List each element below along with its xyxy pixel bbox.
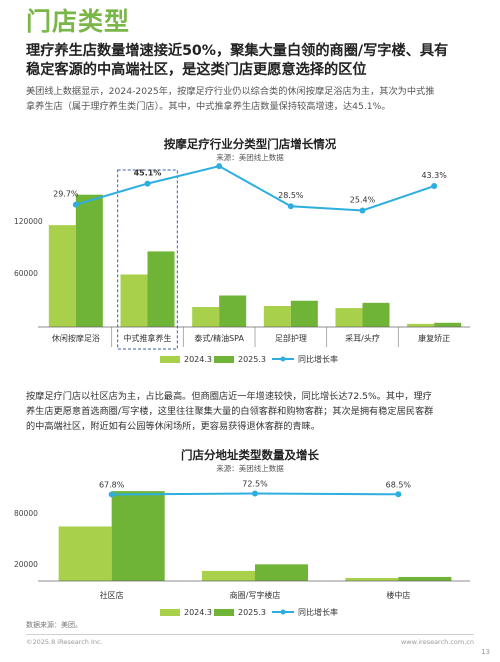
growth-point: [108, 491, 115, 498]
bar-2025.3: [434, 322, 462, 327]
legend-swatch-2024: [160, 609, 180, 616]
page-number: 13: [481, 648, 490, 656]
highlight-box: [117, 169, 178, 350]
paragraph-1-line-2: 拿养生店（属于理疗养生类门店）。其中，中式推拿养生店数量保持较高增速，达45.1…: [26, 101, 391, 112]
category-label: 康复矫正: [418, 333, 450, 343]
bar-2024.3: [192, 307, 220, 327]
y-tick-label: 80000: [14, 509, 38, 518]
legend-swatch-2025: [214, 356, 234, 363]
bar-2024.3: [335, 308, 363, 327]
paragraph-1-line-1: 美团线上数据显示，2024-2025年，按摩足疗行业仍以综合类的休闲按摩足浴店为…: [26, 86, 435, 97]
headline-line-1: 理疗养生店数量增速接近50%，聚集大量白领的商圈/写字楼、具有: [26, 43, 449, 59]
y-tick-label: 20000: [14, 560, 38, 569]
category-label: 休闲按摩足浴: [52, 333, 100, 343]
growth-label: 45.1%: [134, 169, 162, 178]
bar-2025.3: [290, 300, 318, 327]
paragraph-1: 美团线上数据显示，2024-2025年，按摩足疗行业仍以综合类的休闲按摩足浴店为…: [26, 84, 476, 114]
category-label: 泰式/精油SPA: [194, 333, 244, 343]
legend-line-marker: [280, 609, 286, 615]
growth-line: [75, 165, 435, 212]
paragraph-2-line-1: 按摩足疗门店以社区店为主，占比最高。但商圈店近一年增速较快，同比增长达72.5%…: [26, 391, 432, 402]
bar-2025.3: [219, 295, 247, 327]
bar-2024.3: [58, 526, 112, 581]
footer-divider: [26, 634, 474, 635]
growth-point: [431, 183, 438, 190]
growth-label: 68.5%: [386, 480, 412, 489]
chart1-title: 按摩足疗行业分类型门店增长情况: [163, 137, 337, 151]
growth-point: [359, 207, 366, 214]
bar-2025.3: [255, 564, 308, 581]
growth-label: 72.5%: [242, 480, 268, 489]
growth-point: [144, 180, 151, 187]
legend-label-2024: 2024.3: [184, 355, 212, 364]
bar-2025.3: [111, 491, 165, 581]
paragraph-2: 按摩足疗门店以社区店为主，占比最高。但商圈店近一年增速较快，同比增长达72.5%…: [26, 389, 476, 434]
growth-point: [395, 491, 402, 498]
chart2-title: 门店分地址类型数量及增长: [181, 448, 319, 462]
legend-swatch-2025: [214, 609, 234, 616]
legend-swatch-2024: [160, 356, 180, 363]
bar-2024.3: [48, 225, 76, 327]
y-tick-label: 120000: [14, 217, 43, 226]
top-decoration: [330, 0, 410, 4]
growth-point: [72, 201, 79, 208]
paragraph-2-line-3: 的中高端社区，附近如有公园等休闲场所，更容易获得退休客群的青睐。: [26, 421, 320, 432]
bar-2024.3: [120, 274, 148, 327]
data-source-note: 数据来源：美团。: [26, 621, 82, 629]
category-label: 中式推拿养生: [124, 333, 172, 343]
chart2-svg: 80000 20000 社区店 商圈/写字楼店 楼中店 67.8% 72.5% 68.5% 20…: [14, 480, 470, 617]
bar-2025.3: [75, 194, 103, 327]
y-tick-label: 60000: [14, 269, 38, 278]
growth-point: [216, 163, 223, 170]
footer-copyright: ©2025.8 iResearch Inc.: [26, 638, 103, 646]
paragraph-2-line-2: 养生店更愿意首选商圈/写字楼，这里往往聚集大量的白领客群和购物客群；其次是拥有稳…: [26, 406, 434, 417]
bar-2025.3: [398, 576, 452, 581]
bar-2024.3: [345, 577, 399, 581]
growth-point: [287, 203, 294, 210]
category-label: 商圈/写字楼店: [230, 590, 281, 600]
growth-label: 67.8%: [99, 480, 125, 489]
growth-label: 25.4%: [350, 195, 376, 204]
growth-label: 43.3%: [421, 171, 447, 180]
category-label: 楼中店: [386, 590, 410, 600]
chart1-svg: 120000 60000 休闲按摩足浴 中式推拿养生 泰式/精油SPA 足部护理 采耳/头疗…: [14, 160, 470, 364]
headline-line-2: 稳定客源的中高端社区，是这类门店更愿意选择的区位: [26, 62, 367, 78]
legend-line-marker: [280, 356, 286, 362]
bar-2024.3: [202, 570, 255, 581]
legend-label-growth: 同比增长率: [298, 607, 338, 617]
legend-label-2025: 2025.3: [238, 355, 266, 364]
legend-label-2025: 2025.3: [238, 608, 266, 617]
bar-2024.3: [263, 306, 291, 327]
category-label: 足部护理: [275, 333, 307, 343]
growth-label: 28.5%: [278, 191, 304, 200]
category-label: 采耳/头疗: [345, 333, 380, 343]
chart1-source: 来源：美团线上数据: [216, 153, 284, 162]
growth-label: 29.7%: [53, 190, 79, 199]
chart2-source: 来源：美团线上数据: [216, 464, 284, 473]
legend-label-2024: 2024.3: [184, 608, 212, 617]
footer-website: www.iresearch.com.cn: [400, 638, 474, 646]
legend-label-growth: 同比增长率: [298, 354, 338, 364]
bar-2025.3: [362, 302, 390, 327]
bar-2025.3: [147, 251, 175, 327]
category-label: 社区店: [100, 590, 124, 600]
section-title: 门店类型: [26, 7, 131, 36]
growth-point: [252, 490, 258, 497]
bar-2024.3: [407, 323, 435, 327]
